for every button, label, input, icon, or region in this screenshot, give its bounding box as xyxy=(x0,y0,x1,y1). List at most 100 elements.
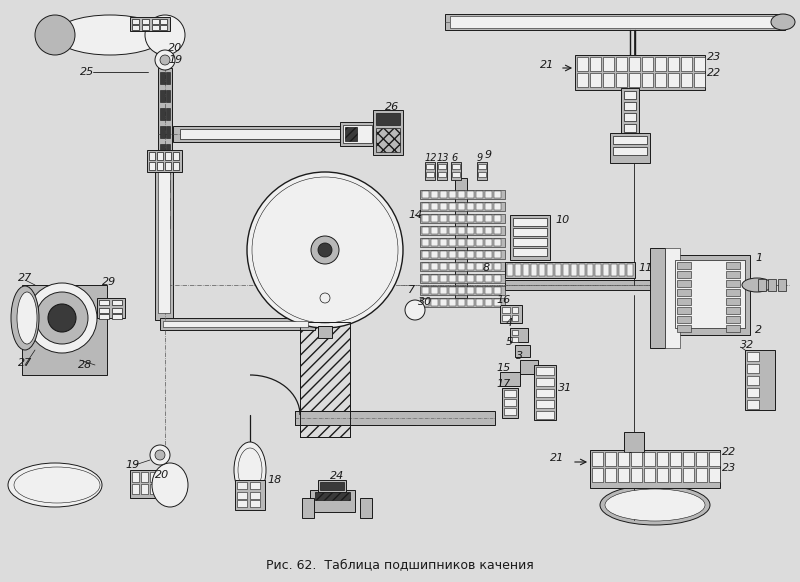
Bar xyxy=(603,57,614,71)
Bar xyxy=(494,203,501,210)
Bar xyxy=(420,238,505,247)
Bar xyxy=(376,113,400,125)
Bar xyxy=(627,264,633,276)
Bar xyxy=(677,316,691,323)
Bar xyxy=(504,399,516,406)
Bar xyxy=(502,315,510,321)
Bar xyxy=(458,287,465,294)
Bar xyxy=(536,400,554,408)
Bar xyxy=(422,287,429,294)
Bar xyxy=(547,264,553,276)
Bar xyxy=(536,378,554,386)
Bar xyxy=(295,411,495,425)
Bar xyxy=(180,129,365,139)
Bar xyxy=(504,390,516,397)
Bar xyxy=(420,226,505,235)
Text: 22: 22 xyxy=(707,68,722,78)
Bar xyxy=(587,264,593,276)
Bar xyxy=(440,299,447,306)
Bar xyxy=(478,172,486,177)
Bar xyxy=(655,73,666,87)
Bar xyxy=(467,275,474,282)
Text: 20: 20 xyxy=(168,43,182,53)
Ellipse shape xyxy=(17,292,37,344)
Bar xyxy=(618,468,629,482)
Ellipse shape xyxy=(742,278,772,292)
Bar xyxy=(476,215,483,222)
Bar xyxy=(494,191,501,198)
Bar xyxy=(485,215,492,222)
Bar xyxy=(158,158,170,313)
Bar xyxy=(726,280,740,287)
Bar xyxy=(422,215,429,222)
Bar xyxy=(485,263,492,270)
Bar xyxy=(166,162,170,174)
Text: 10: 10 xyxy=(555,215,570,225)
Text: 7: 7 xyxy=(408,285,415,295)
Text: 21: 21 xyxy=(540,60,554,70)
Bar xyxy=(512,330,518,335)
Text: 14: 14 xyxy=(408,210,422,220)
Text: 9: 9 xyxy=(485,150,492,160)
Bar xyxy=(531,264,537,276)
Text: 31: 31 xyxy=(558,383,572,393)
Bar xyxy=(420,250,505,259)
Bar xyxy=(22,285,107,375)
Bar xyxy=(611,264,617,276)
Bar xyxy=(160,25,167,30)
Bar xyxy=(112,308,122,313)
Bar xyxy=(112,314,122,319)
Bar xyxy=(420,262,505,271)
Bar xyxy=(590,57,601,71)
Bar xyxy=(624,124,636,132)
Bar xyxy=(449,215,456,222)
Bar xyxy=(237,500,247,507)
Bar xyxy=(452,172,460,177)
Bar xyxy=(476,251,483,258)
Bar xyxy=(747,388,759,397)
Bar xyxy=(425,162,435,180)
Bar xyxy=(467,203,474,210)
Bar xyxy=(476,299,483,306)
Ellipse shape xyxy=(600,485,710,525)
Bar xyxy=(458,239,465,246)
Bar xyxy=(467,239,474,246)
Bar xyxy=(163,321,308,327)
Bar xyxy=(726,325,740,332)
Text: 22: 22 xyxy=(722,447,736,457)
Bar xyxy=(426,164,434,169)
Bar xyxy=(458,299,465,306)
Bar xyxy=(595,264,601,276)
Bar xyxy=(132,484,139,494)
Circle shape xyxy=(36,292,88,344)
Bar xyxy=(449,203,456,210)
Bar xyxy=(449,275,456,282)
Bar xyxy=(302,498,314,518)
Bar xyxy=(458,191,465,198)
Bar xyxy=(624,113,636,121)
Circle shape xyxy=(150,445,170,465)
Bar xyxy=(449,287,456,294)
Bar xyxy=(315,492,350,500)
Bar xyxy=(694,73,705,87)
Bar xyxy=(157,484,164,494)
Bar xyxy=(150,472,157,482)
Bar xyxy=(166,72,170,84)
Bar xyxy=(458,251,465,258)
Bar xyxy=(445,14,785,30)
Bar xyxy=(726,298,740,305)
Bar xyxy=(132,25,139,30)
Bar xyxy=(694,57,705,71)
Bar xyxy=(320,482,344,490)
Bar xyxy=(494,275,501,282)
Bar xyxy=(485,227,492,234)
Bar xyxy=(726,316,740,323)
Bar xyxy=(420,214,505,223)
Bar xyxy=(677,325,691,332)
Bar xyxy=(467,215,474,222)
Text: 26: 26 xyxy=(385,102,399,112)
Bar xyxy=(467,263,474,270)
Bar xyxy=(726,289,740,296)
Bar xyxy=(340,122,375,146)
Ellipse shape xyxy=(8,463,102,507)
